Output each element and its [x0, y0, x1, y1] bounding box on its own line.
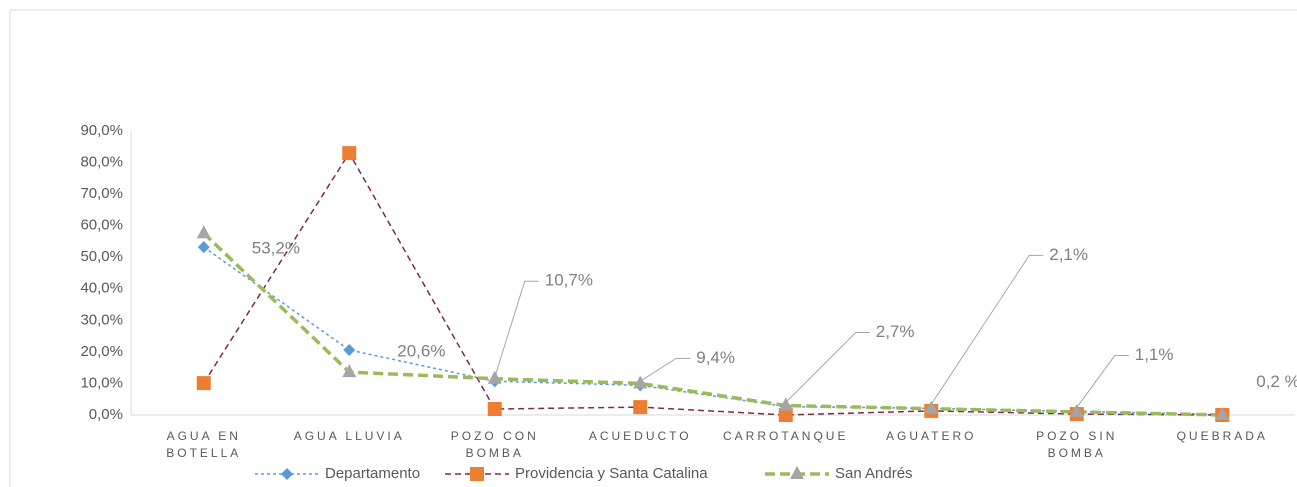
x-tick-line: BOMBA: [1048, 446, 1106, 460]
y-tick-label: 0,0%: [89, 406, 123, 423]
y-tick-label: 80,0%: [80, 154, 123, 171]
y-tick-label: 30,0%: [80, 311, 123, 328]
data-label: 0,2 %: [1256, 372, 1297, 391]
marker: [633, 400, 648, 415]
data-label: 20,6%: [397, 341, 445, 360]
marker: [196, 376, 211, 391]
leader-line: [639, 357, 691, 382]
y-tick-label: 90,0%: [80, 122, 123, 139]
series-line: [202, 231, 1223, 417]
y-tick-label: 10,0%: [80, 374, 123, 391]
x-tick-line: POZO SIN: [1036, 429, 1117, 443]
data-label: 53,2%: [252, 239, 300, 258]
data-label: 1,1%: [1135, 345, 1174, 364]
marker: [487, 402, 502, 417]
leader-line: [930, 254, 1044, 405]
series-line: [203, 246, 1223, 416]
data-label: 9,4%: [696, 348, 735, 367]
marker: [633, 375, 648, 389]
marker: [196, 225, 211, 239]
marker: [924, 400, 939, 414]
y-tick-label: 50,0%: [80, 248, 123, 265]
x-tick-label: POZO SIN BOMBA: [1036, 429, 1117, 460]
marker: [790, 466, 804, 479]
x-tick-line: BOTELLA: [166, 446, 241, 460]
y-tick-label: 40,0%: [80, 280, 123, 297]
legend-label: San Andrés: [835, 465, 913, 482]
x-tick-label: AGUATERO: [886, 429, 976, 443]
x-tick-label: AGUA LLUVIA: [294, 429, 405, 443]
y-tick-label: 20,0%: [80, 343, 123, 360]
y-tick-label: 70,0%: [80, 185, 123, 202]
x-tick-label: ACUEDUCTO: [589, 429, 692, 443]
x-tick-line: AGUA EN: [167, 429, 241, 443]
marker: [1069, 403, 1084, 417]
y-tick-label: 60,0%: [80, 217, 123, 234]
marker: [470, 467, 484, 481]
x-tick-label: CARROTANQUE: [723, 429, 848, 443]
series-line: [203, 151, 1223, 416]
x-tick-label: AGUA EN BOTELLA: [166, 429, 241, 460]
marker: [343, 343, 356, 356]
marker: [281, 468, 293, 480]
x-tick-label: POZO CON BOMBA: [451, 429, 539, 460]
leader-line: [785, 331, 870, 403]
legend-label: Providencia y Santa Catalina: [515, 465, 708, 482]
leader-line: [494, 280, 539, 378]
marker: [778, 408, 793, 422]
x-tick-line: POZO CON: [451, 429, 539, 443]
marker: [197, 241, 210, 254]
data-label: 2,7%: [876, 322, 915, 341]
legend-label: Departamento: [325, 465, 420, 482]
marker: [342, 364, 357, 378]
x-tick-line: BOMBA: [466, 446, 524, 460]
data-label: 2,1%: [1049, 245, 1088, 264]
marker: [342, 146, 357, 161]
leader-line: [1076, 355, 1129, 408]
x-tick-label: QUEBRADA: [1177, 429, 1268, 443]
marker: [1215, 407, 1230, 420]
marker: [778, 397, 793, 411]
data-label: 10,7%: [545, 271, 593, 290]
